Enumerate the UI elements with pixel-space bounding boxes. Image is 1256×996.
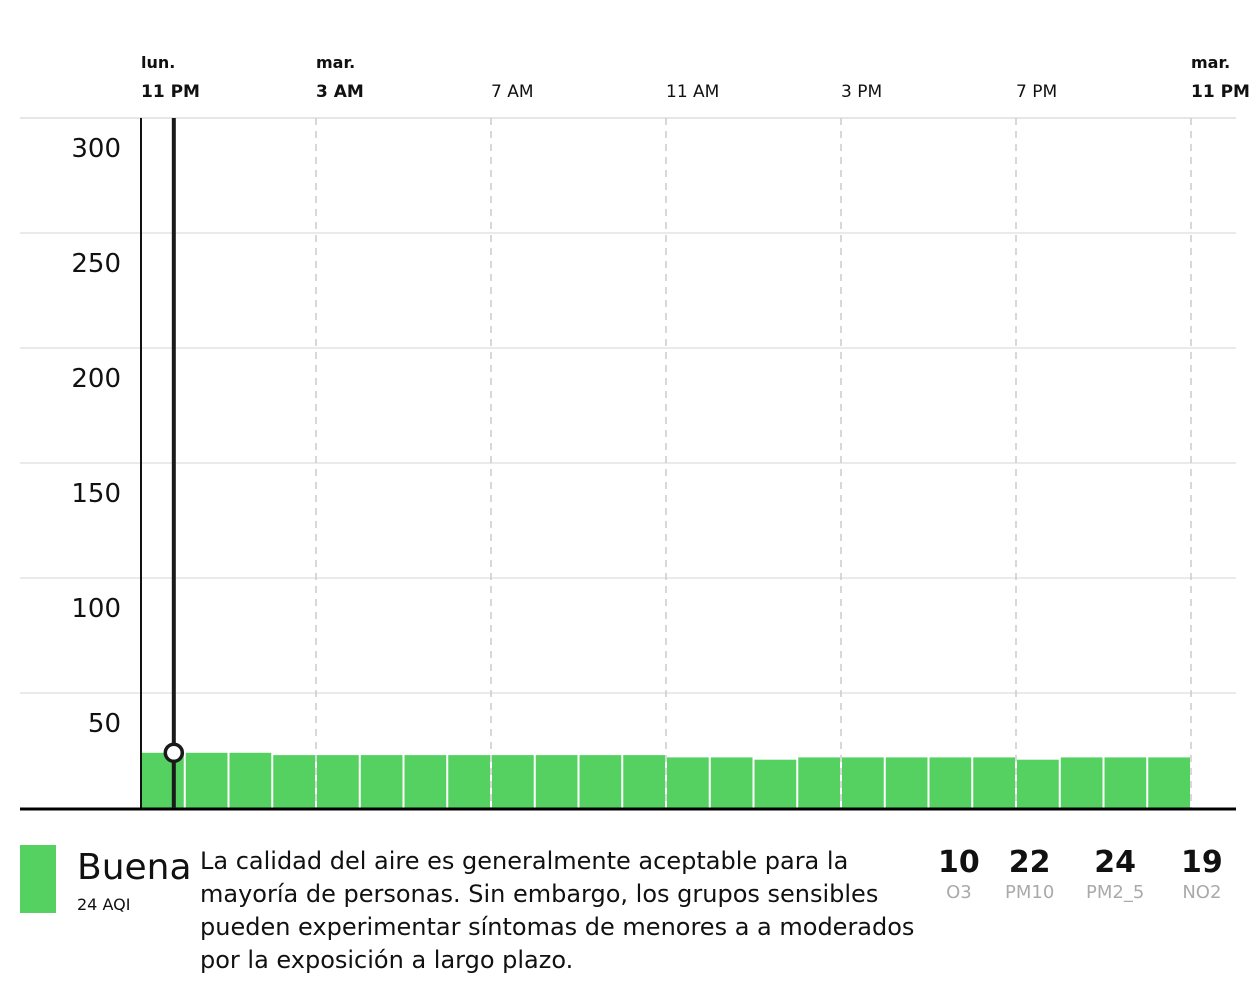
x-tick-day: mar.: [316, 53, 355, 72]
bar: [842, 757, 884, 808]
pollutant-value: 24: [1094, 845, 1137, 880]
bar: [973, 757, 1015, 808]
bar: [360, 755, 403, 808]
pollutant-o3: 10 O3: [938, 845, 980, 903]
x-tick-time: 7 PM: [1016, 82, 1057, 102]
pollutant-pm10: 22 PM10: [1005, 845, 1054, 903]
pollutant-value: 19: [1181, 845, 1223, 880]
x-tick-time: 11 PM: [1191, 82, 1250, 102]
pollutant-name: O3: [946, 882, 972, 903]
bar: [623, 755, 665, 808]
x-tick-time: 11 PM: [141, 82, 200, 102]
y-tick-label: 50: [88, 709, 121, 739]
y-tick-label: 250: [71, 249, 121, 279]
bar: [885, 757, 928, 808]
pollutant-name: PM2_5: [1086, 882, 1145, 903]
bar: [273, 755, 315, 808]
category-swatch: [20, 845, 56, 913]
bar: [667, 757, 709, 808]
cursor-handle[interactable]: [163, 742, 185, 764]
bar: [929, 757, 972, 808]
bar: [492, 755, 534, 808]
category-label: Buena: [77, 847, 192, 888]
bar: [754, 759, 797, 808]
x-tick-day: lun.: [141, 53, 175, 72]
bar: [710, 757, 753, 808]
pollutant-name: NO2: [1182, 882, 1222, 903]
bar: [404, 755, 447, 808]
bar: [448, 755, 490, 808]
pollutant-no2: 19 NO2: [1181, 845, 1223, 903]
pollutant-value: 22: [1008, 845, 1051, 880]
y-tick-label: 200: [71, 364, 121, 394]
pollutant-value: 10: [938, 845, 980, 880]
x-tick-time: 3 PM: [841, 82, 882, 102]
y-tick-label: 100: [71, 594, 121, 624]
y-tick-label: 300: [71, 134, 121, 164]
pollutant-name: PM10: [1005, 882, 1055, 903]
bar: [579, 755, 622, 808]
category-description: La calidad del aire es generalmente acep…: [200, 847, 915, 974]
x-tick-time: 7 AM: [491, 82, 534, 102]
bar: [1148, 757, 1190, 808]
bar: [535, 755, 578, 808]
bar: [229, 752, 272, 808]
x-tick-day: mar.: [1191, 53, 1230, 72]
bar: [185, 752, 228, 808]
aqi-chart[interactable]: 50 100 150 200 250 300 lun. 11 PM mar. 3 AM 7 AM 11…: [0, 0, 1256, 830]
pollutant-pm2_5: 24 PM2_5: [1086, 845, 1144, 903]
aqi-value: 24 AQI: [77, 895, 131, 914]
bar: [1104, 757, 1147, 808]
y-tick-label: 150: [71, 479, 121, 509]
x-tick-time: 3 AM: [316, 82, 364, 102]
bar: [1017, 759, 1059, 808]
bar: [317, 755, 359, 808]
bar: [798, 757, 840, 808]
x-tick-time: 11 AM: [666, 82, 719, 102]
bar: [1060, 757, 1103, 808]
